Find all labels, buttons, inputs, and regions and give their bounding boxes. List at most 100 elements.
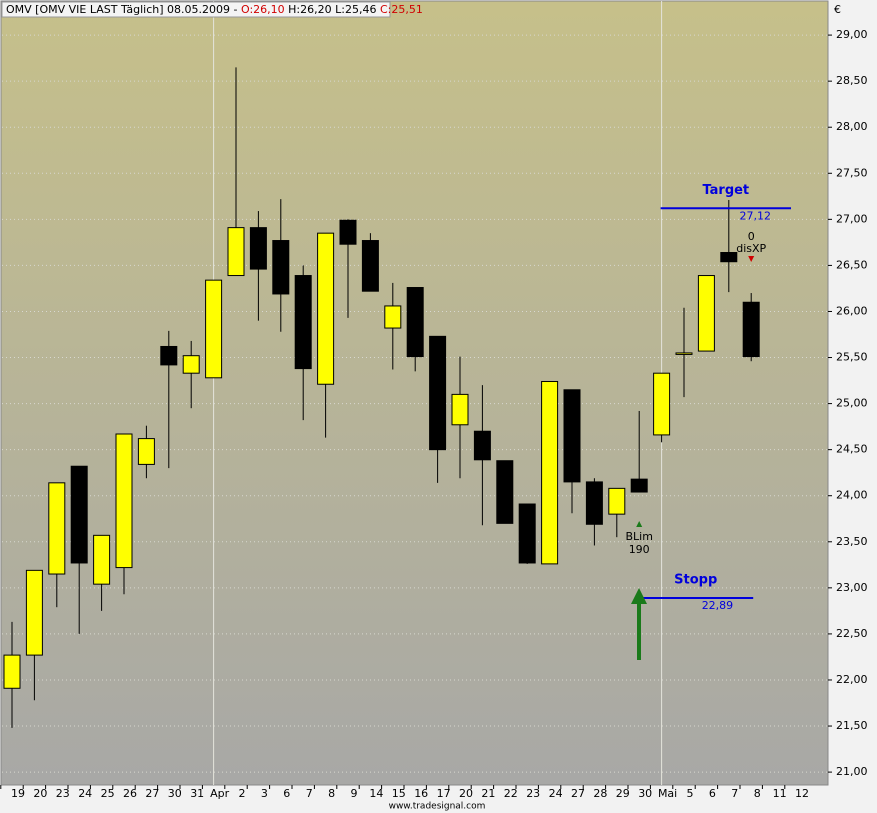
- candle-body: [317, 232, 335, 385]
- candle-body: [608, 487, 626, 515]
- x-tick-label: 5: [687, 787, 694, 800]
- candle-body: [3, 654, 21, 689]
- y-tick-label: 24,50: [836, 443, 868, 456]
- x-tick-label: 8: [754, 787, 761, 800]
- x-tick-label: 31: [190, 787, 204, 800]
- y-tick-label: 22,50: [836, 627, 868, 640]
- y-tick-label: 23,50: [836, 535, 868, 548]
- y-tick-label: 23,00: [836, 581, 868, 594]
- header-box: [1, 1, 391, 18]
- exit-signal: disXP: [736, 242, 766, 255]
- x-tick-label: 27: [571, 787, 585, 800]
- level-label: 22,89: [702, 599, 734, 612]
- x-tick-label: 9: [351, 787, 358, 800]
- level-name: Target: [702, 183, 749, 198]
- y-tick-label: 22,00: [836, 673, 868, 686]
- currency: €: [834, 3, 841, 16]
- candle-body: [93, 534, 111, 585]
- x-tick-label: 8: [328, 787, 335, 800]
- candle-body: [585, 481, 603, 525]
- x-tick-label: 28: [593, 787, 607, 800]
- candle-body: [720, 252, 738, 263]
- candle-body: [653, 372, 671, 436]
- candle-body: [406, 287, 424, 358]
- x-tick-label: 30: [638, 787, 652, 800]
- y-tick-label: 21,00: [836, 765, 868, 778]
- candle-body: [429, 335, 447, 451]
- low-label: L:25,46: [335, 3, 376, 16]
- x-tick-label: 19: [11, 787, 25, 800]
- x-tick-label: 22: [504, 787, 518, 800]
- x-tick-label: 30: [168, 787, 182, 800]
- candle-body: [473, 430, 491, 461]
- candle-body: [115, 433, 133, 569]
- title: OMV [OMV VIE LAST Täglich] 08.05.2009 -: [6, 3, 238, 16]
- y-tick-label: 25,00: [836, 397, 868, 410]
- x-tick-label: 6: [709, 787, 716, 800]
- candle-body: [137, 438, 155, 465]
- x-tick-label: 6: [283, 787, 290, 800]
- candle-body: [294, 275, 312, 370]
- candle-body: [160, 345, 178, 366]
- x-tick-label: 11: [773, 787, 787, 800]
- candle-body: [451, 393, 469, 426]
- candle-body: [205, 279, 223, 379]
- credit: www.tradesignal.com: [389, 802, 486, 812]
- entry-marker: [636, 521, 643, 527]
- x-tick-label: 12: [795, 787, 809, 800]
- candle-body: [227, 227, 245, 277]
- x-tick-label: 2: [239, 787, 246, 800]
- candle-body: [630, 478, 648, 493]
- x-tick-label: Mai: [658, 787, 677, 800]
- x-tick-label: 21: [481, 787, 495, 800]
- open-label: O:26,10: [241, 3, 285, 16]
- entry-arrow-head: [631, 588, 647, 604]
- y-tick-label: 27,00: [836, 212, 868, 225]
- x-tick-label: 26: [123, 787, 137, 800]
- y-tick-label: 28,00: [836, 120, 868, 133]
- candle-body: [25, 569, 43, 656]
- x-tick-label: 29: [616, 787, 630, 800]
- exit-signal: 0: [748, 230, 755, 243]
- candle-body: [518, 503, 536, 564]
- candle-body: [361, 240, 379, 292]
- x-tick-label: 23: [526, 787, 540, 800]
- x-tick-label: 16: [414, 787, 428, 800]
- candle-body: [563, 389, 581, 483]
- candle-body: [272, 240, 290, 295]
- y-tick-label: 29,00: [836, 28, 868, 41]
- level-name: Stopp: [674, 572, 717, 587]
- x-tick-label: 25: [101, 787, 115, 800]
- entry-signal: 190: [629, 543, 650, 556]
- high-label: H:26,20: [288, 3, 331, 16]
- y-tick-label: 27,50: [836, 166, 868, 179]
- candle-body: [675, 352, 693, 355]
- candle-body: [384, 305, 402, 329]
- x-tick-label: 3: [261, 787, 268, 800]
- exit-marker: [748, 256, 755, 262]
- candle-body: [496, 460, 514, 524]
- close-label: C:25,51: [380, 3, 423, 16]
- candle-body: [541, 380, 559, 565]
- level-label: 27,12: [740, 209, 772, 222]
- y-tick-label: 21,50: [836, 719, 868, 732]
- x-tick-label: 17: [437, 787, 451, 800]
- y-tick-label: 26,00: [836, 304, 868, 317]
- x-tick-label: 7: [306, 787, 313, 800]
- candle-body: [249, 227, 267, 270]
- y-tick-label: 26,50: [836, 258, 868, 271]
- x-tick-label: 23: [56, 787, 70, 800]
- x-tick-label: Apr: [210, 787, 230, 800]
- candle-body: [742, 301, 760, 358]
- y-tick-label: 25,50: [836, 351, 868, 364]
- y-tick-label: 24,00: [836, 489, 868, 502]
- y-tick-label: 28,50: [836, 74, 868, 87]
- candle-body: [697, 275, 715, 352]
- candle-body: [339, 219, 357, 245]
- x-tick-label: 20: [33, 787, 47, 800]
- x-tick-label: 20: [459, 787, 473, 800]
- x-tick-label: 7: [731, 787, 738, 800]
- plot-area: [0, 0, 829, 786]
- candle-body: [70, 465, 88, 564]
